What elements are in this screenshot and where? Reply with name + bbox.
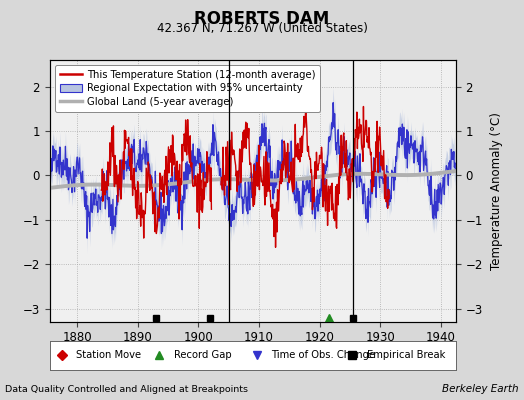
- Legend: This Temperature Station (12-month average), Regional Expectation with 95% uncer: This Temperature Station (12-month avera…: [55, 65, 320, 112]
- Text: Empirical Break: Empirical Break: [367, 350, 445, 360]
- Text: Berkeley Earth: Berkeley Earth: [442, 384, 519, 394]
- Y-axis label: Temperature Anomaly (°C): Temperature Anomaly (°C): [490, 112, 503, 270]
- Text: Record Gap: Record Gap: [173, 350, 231, 360]
- Text: Data Quality Controlled and Aligned at Breakpoints: Data Quality Controlled and Aligned at B…: [5, 385, 248, 394]
- Text: Time of Obs. Change: Time of Obs. Change: [271, 350, 375, 360]
- Text: 42.367 N, 71.267 W (United States): 42.367 N, 71.267 W (United States): [157, 22, 367, 35]
- Text: Station Move: Station Move: [76, 350, 141, 360]
- Text: ROBERTS DAM: ROBERTS DAM: [194, 10, 330, 28]
